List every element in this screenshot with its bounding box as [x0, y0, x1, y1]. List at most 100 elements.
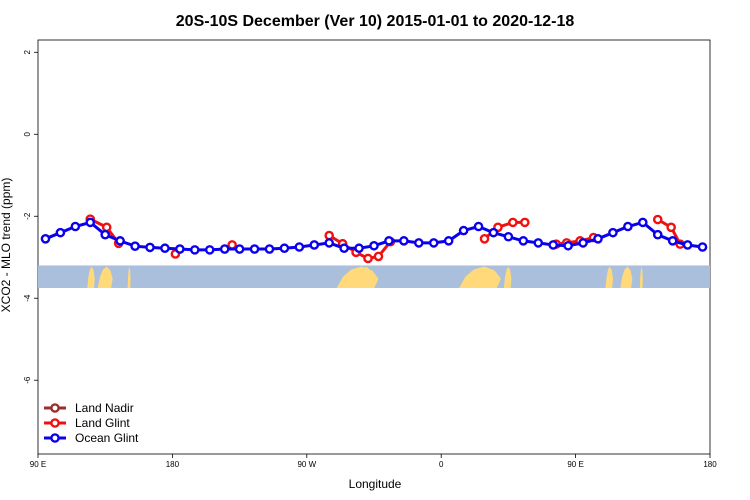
land-segment [639, 266, 643, 288]
data-point [638, 217, 648, 228]
data-point [666, 222, 676, 233]
data-point [384, 236, 394, 246]
y-tick-label: -2 [23, 212, 32, 220]
legend-label: Land Glint [75, 416, 130, 430]
data-point [484, 218, 491, 225]
data-point [373, 251, 384, 262]
data-point [204, 245, 215, 255]
data-point [508, 217, 518, 228]
data-point [227, 240, 237, 250]
data-point [234, 244, 245, 254]
land-segment [605, 266, 613, 288]
data-point [101, 222, 112, 233]
y-tick-label: -4 [23, 294, 32, 302]
land-segment [503, 266, 512, 288]
data-point [309, 240, 320, 250]
data-point [608, 227, 618, 238]
land-ocean-band [38, 265, 710, 288]
data-point [667, 236, 678, 246]
data-point [264, 244, 275, 254]
y-axis-ticks: 2 0 -2 -4 -6 [23, 50, 38, 384]
data-point [503, 231, 514, 242]
legend-label: Ocean Glint [75, 431, 139, 445]
data-point [443, 236, 454, 246]
data-point [593, 234, 603, 244]
land-segment [620, 266, 633, 288]
legend-marker [50, 433, 60, 443]
chart-title: 20S-10S December (Ver 10) 2015-01-01 to … [176, 13, 575, 30]
data-point [682, 240, 693, 250]
data-point [175, 244, 185, 254]
data-point [339, 243, 349, 254]
legend-marker [50, 403, 60, 413]
data-point [488, 227, 499, 238]
data-point [697, 242, 708, 252]
data-point [324, 230, 335, 241]
series-line [556, 236, 594, 246]
data-point [548, 240, 559, 250]
data-point [563, 240, 573, 251]
data-point [473, 221, 484, 232]
data-point [219, 244, 230, 254]
x-tick-label: 90 E [567, 460, 583, 469]
data-point [332, 250, 339, 257]
land-segment [127, 266, 131, 288]
x-tick-label: 0 [439, 460, 444, 469]
plot-frame [37, 39, 711, 455]
land-segment [87, 266, 95, 288]
data-point [354, 243, 364, 254]
x-axis-label: Longitude [349, 477, 402, 491]
data-point [100, 229, 110, 240]
x-tick-label: 90 W [297, 460, 316, 469]
data-point [40, 234, 51, 244]
data-point [317, 235, 324, 242]
data-point [249, 244, 260, 254]
data-point [520, 217, 530, 228]
data-point [533, 238, 544, 248]
data-point [652, 214, 663, 225]
data-point [145, 242, 155, 253]
x-axis-ticks: 90 E 180 90 W 0 90 E 180 [30, 454, 717, 469]
data-point [652, 229, 663, 240]
series-ocean-glint [40, 217, 708, 255]
y-tick-label: -6 [23, 376, 32, 384]
data-point [413, 238, 424, 248]
y-tick-label: 0 [23, 132, 32, 137]
land-segment [357, 266, 373, 288]
y-axis-label: XCO2 - MLO trend (ppm) [0, 178, 13, 313]
series-layer [40, 214, 708, 264]
x-tick-label: 180 [166, 460, 180, 469]
data-point [458, 225, 469, 236]
data-point [623, 221, 633, 232]
data-point [85, 217, 96, 228]
data-point [363, 253, 373, 264]
data-point [160, 243, 170, 254]
data-point [115, 236, 125, 246]
data-point [324, 238, 335, 248]
legend-marker [50, 418, 60, 428]
data-point [279, 243, 290, 254]
data-point [578, 238, 588, 248]
x-tick-label: 90 E [30, 460, 46, 469]
data-point [103, 239, 110, 246]
y-tick-label: 2 [23, 50, 32, 55]
data-point [518, 236, 529, 246]
data-point [189, 245, 200, 255]
data-point [479, 234, 490, 244]
data-point [428, 238, 439, 248]
land-segment [459, 266, 501, 288]
data-point [369, 240, 379, 251]
data-point [55, 227, 66, 238]
data-point [438, 231, 445, 238]
legend-label: Land Nadir [75, 401, 134, 415]
data-point [341, 253, 348, 260]
data-point [399, 236, 409, 246]
land-segment [97, 266, 113, 288]
data-point [568, 227, 575, 234]
data-point [294, 242, 305, 252]
data-point [130, 241, 140, 251]
data-point [70, 221, 81, 232]
x-tick-label: 180 [703, 460, 717, 469]
